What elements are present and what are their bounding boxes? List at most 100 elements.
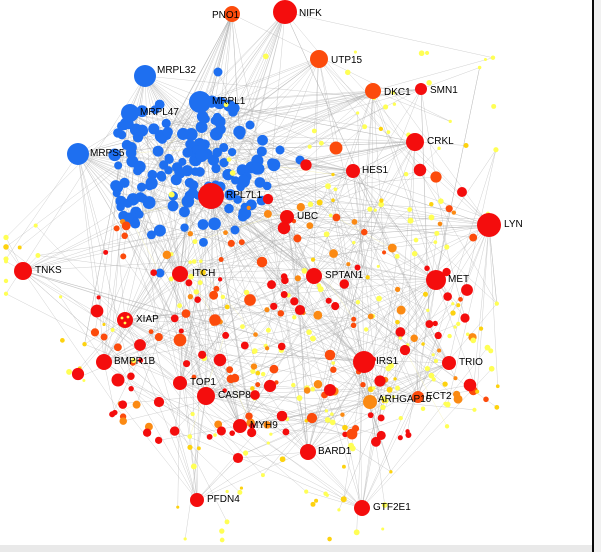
network-node[interactable]: [382, 250, 387, 255]
network-node[interactable]: [460, 313, 470, 323]
network-node[interactable]: [304, 489, 309, 494]
network-node[interactable]: [194, 296, 201, 303]
network-node[interactable]: [224, 519, 230, 525]
network-node[interactable]: [222, 388, 227, 393]
network-node[interactable]: [378, 126, 384, 132]
network-node[interactable]: [277, 342, 286, 351]
network-node[interactable]: [391, 90, 396, 95]
network-node[interactable]: [391, 395, 396, 399]
network-node[interactable]: [405, 429, 410, 434]
network-node[interactable]: [102, 322, 106, 327]
network-node[interactable]: [148, 123, 160, 135]
network-node[interactable]: [228, 107, 238, 117]
network-node[interactable]: [135, 210, 144, 219]
network-node[interactable]: [494, 404, 500, 410]
network-node[interactable]: [250, 363, 258, 370]
network-node[interactable]: [437, 146, 441, 151]
network-node[interactable]: [434, 331, 442, 340]
network-node[interactable]: [331, 198, 335, 203]
network-node[interactable]: [198, 350, 207, 359]
network-node[interactable]: [294, 275, 301, 282]
network-node[interactable]: [395, 286, 401, 293]
network-node[interactable]: [463, 378, 477, 392]
network-node[interactable]: [324, 409, 329, 413]
node-trio[interactable]: [442, 356, 456, 370]
network-node[interactable]: [134, 339, 146, 351]
network-node[interactable]: [346, 428, 358, 440]
network-node[interactable]: [438, 198, 444, 204]
network-node[interactable]: [310, 257, 316, 262]
network-node[interactable]: [405, 432, 412, 438]
node-utp15[interactable]: [310, 50, 328, 68]
network-node[interactable]: [250, 368, 256, 374]
network-node[interactable]: [456, 303, 461, 308]
network-node[interactable]: [245, 120, 255, 130]
network-node[interactable]: [398, 415, 403, 421]
network-node[interactable]: [392, 102, 397, 106]
network-node[interactable]: [194, 166, 205, 177]
network-node[interactable]: [218, 256, 224, 262]
network-node[interactable]: [478, 326, 484, 331]
network-node[interactable]: [232, 452, 244, 464]
network-node[interactable]: [470, 337, 477, 344]
network-node[interactable]: [293, 234, 302, 243]
network-node[interactable]: [251, 162, 264, 175]
network-node[interactable]: [421, 342, 425, 346]
network-node[interactable]: [371, 436, 381, 447]
network-node[interactable]: [17, 245, 22, 250]
network-node[interactable]: [148, 329, 154, 335]
network-node[interactable]: [103, 249, 109, 255]
network-node[interactable]: [96, 295, 101, 300]
network-node[interactable]: [128, 385, 134, 392]
network-node[interactable]: [195, 121, 208, 134]
network-node[interactable]: [413, 163, 427, 177]
node-bmpr1b[interactable]: [96, 354, 112, 370]
network-node[interactable]: [354, 264, 361, 271]
network-node[interactable]: [209, 314, 221, 326]
network-node[interactable]: [426, 308, 430, 312]
network-node[interactable]: [437, 348, 442, 353]
network-node[interactable]: [355, 299, 361, 305]
node-lyn[interactable]: [477, 213, 501, 237]
network-node[interactable]: [200, 269, 206, 276]
horizontal-scrollbar-track[interactable]: [0, 545, 592, 552]
network-node[interactable]: [456, 321, 461, 327]
network-node[interactable]: [180, 223, 189, 232]
network-node[interactable]: [238, 239, 245, 246]
network-node[interactable]: [277, 221, 291, 235]
network-node[interactable]: [444, 244, 450, 250]
network-node[interactable]: [425, 320, 434, 329]
network-node[interactable]: [247, 427, 257, 438]
network-node[interactable]: [66, 368, 73, 375]
network-node[interactable]: [147, 169, 158, 180]
network-node[interactable]: [431, 377, 436, 382]
network-node[interactable]: [173, 333, 187, 347]
network-node[interactable]: [333, 187, 338, 192]
network-node[interactable]: [211, 163, 221, 174]
network-node[interactable]: [413, 237, 419, 243]
network-node[interactable]: [275, 145, 285, 155]
network-node[interactable]: [240, 341, 249, 350]
network-node[interactable]: [178, 157, 187, 166]
node-gtf2e1[interactable]: [354, 500, 370, 516]
network-node[interactable]: [254, 177, 266, 188]
network-node[interactable]: [420, 406, 426, 411]
network-node[interactable]: [112, 189, 121, 198]
network-node[interactable]: [154, 333, 163, 342]
network-node[interactable]: [323, 231, 330, 238]
network-node[interactable]: [422, 291, 428, 297]
network-node[interactable]: [153, 396, 165, 408]
network-node[interactable]: [125, 212, 134, 221]
network-node[interactable]: [380, 404, 386, 411]
network-node[interactable]: [60, 338, 65, 343]
network-node[interactable]: [227, 147, 237, 157]
network-node[interactable]: [108, 148, 121, 162]
network-node[interactable]: [262, 193, 274, 205]
network-node[interactable]: [250, 386, 255, 391]
network-node[interactable]: [488, 365, 495, 372]
network-node[interactable]: [310, 335, 316, 342]
network-node[interactable]: [300, 159, 312, 171]
network-node[interactable]: [255, 370, 261, 376]
network-node[interactable]: [131, 358, 137, 364]
network-node[interactable]: [188, 273, 194, 280]
